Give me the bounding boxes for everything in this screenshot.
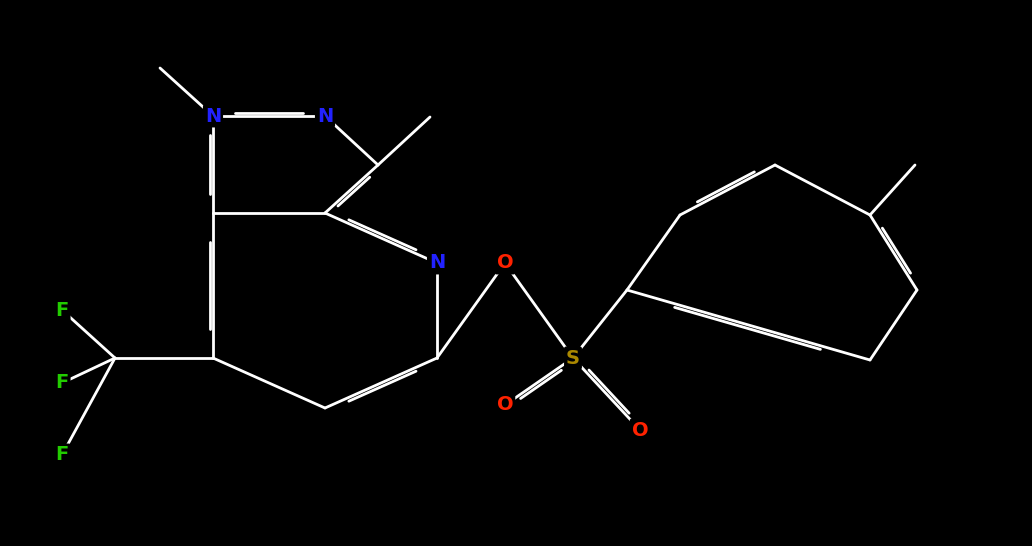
Text: O: O [496, 395, 513, 414]
Text: F: F [56, 373, 68, 393]
Text: F: F [56, 300, 68, 319]
Text: N: N [205, 106, 221, 126]
Text: S: S [566, 348, 580, 367]
Text: F: F [56, 446, 68, 465]
Text: O: O [496, 253, 513, 272]
Text: N: N [317, 106, 333, 126]
Text: N: N [429, 253, 445, 272]
Text: O: O [632, 420, 648, 440]
